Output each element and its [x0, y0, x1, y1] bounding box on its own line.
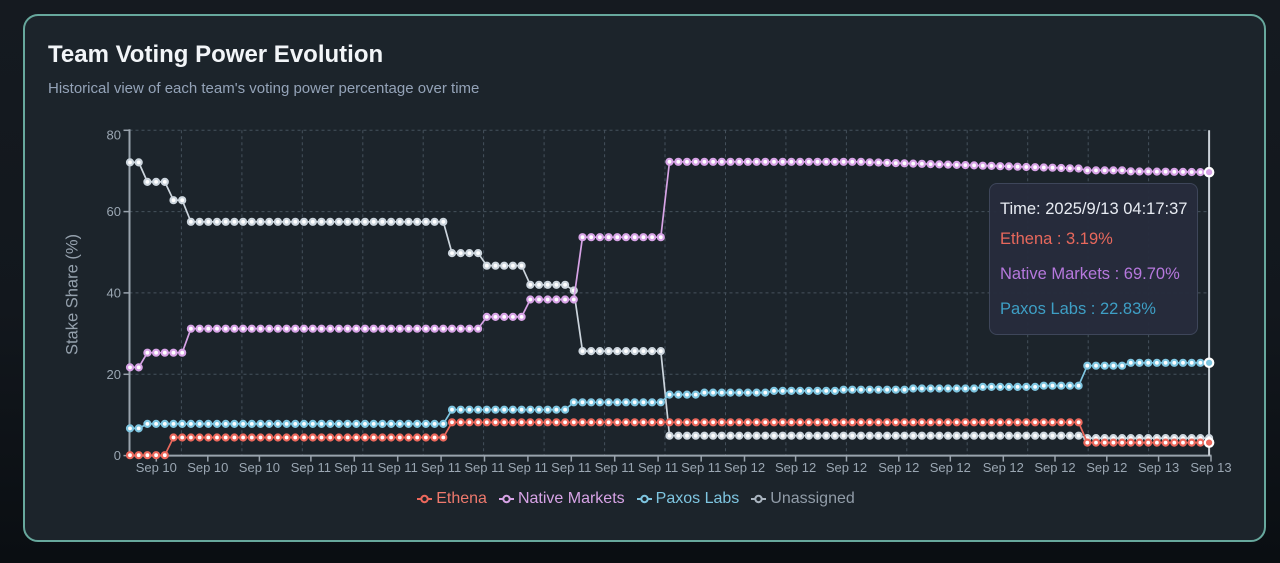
svg-text:Sep 11: Sep 11 [334, 460, 374, 475]
svg-text:Sep 11: Sep 11 [681, 460, 721, 475]
svg-text:20: 20 [107, 367, 121, 382]
svg-text:Stake Share (%): Stake Share (%) [64, 234, 82, 355]
svg-text:Sep 13: Sep 13 [1138, 460, 1179, 475]
svg-text:60: 60 [107, 204, 121, 219]
svg-text:0: 0 [114, 448, 121, 463]
svg-text:Sep 11: Sep 11 [378, 460, 418, 475]
svg-text:Sep 10: Sep 10 [239, 460, 280, 475]
svg-text:Sep 12: Sep 12 [930, 460, 971, 475]
svg-text:Sep 11: Sep 11 [421, 460, 461, 475]
svg-text:Sep 11: Sep 11 [464, 460, 504, 475]
svg-text:80: 80 [107, 128, 121, 143]
svg-text:Sep 11: Sep 11 [551, 460, 591, 475]
svg-text:Sep 12: Sep 12 [775, 460, 816, 475]
svg-text:Sep 12: Sep 12 [1034, 460, 1075, 475]
svg-text:Sep 11: Sep 11 [508, 460, 548, 475]
svg-text:Sep 11: Sep 11 [638, 460, 678, 475]
svg-text:Sep 11: Sep 11 [595, 460, 635, 475]
svg-text:Sep 12: Sep 12 [826, 460, 867, 475]
svg-text:40: 40 [107, 285, 121, 300]
svg-text:Sep 11: Sep 11 [291, 460, 331, 475]
svg-text:Sep 10: Sep 10 [187, 460, 228, 475]
svg-text:Sep 12: Sep 12 [878, 460, 919, 475]
svg-text:Sep 13: Sep 13 [1190, 460, 1231, 475]
svg-text:Sep 12: Sep 12 [983, 460, 1024, 475]
svg-text:Sep 12: Sep 12 [724, 460, 765, 475]
svg-text:Sep 12: Sep 12 [1086, 460, 1127, 475]
svg-text:Sep 10: Sep 10 [136, 460, 177, 475]
